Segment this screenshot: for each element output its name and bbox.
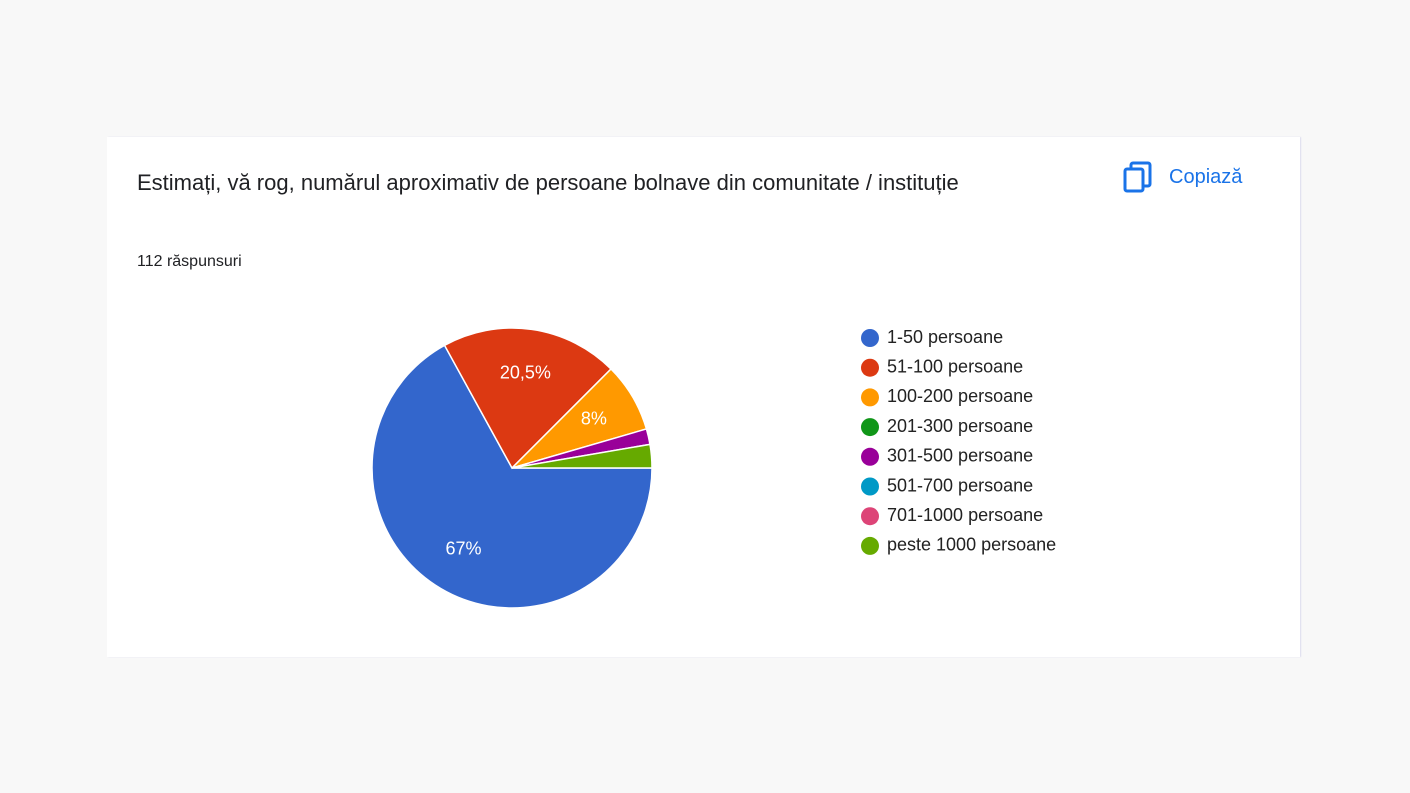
chart: 67% 20,5% 8% 1-50 persoane 51-100 persoane 10… (371, 327, 1056, 609)
copy-label: Copiază (1169, 165, 1243, 188)
data-label: 20,5% (500, 362, 551, 382)
legend-swatch (861, 507, 879, 526)
question-title: Estimați, vă rog, numărul aproximativ de… (137, 170, 959, 195)
legend-swatch (861, 447, 879, 466)
data-label: 67% (446, 539, 482, 559)
legend-swatch (861, 388, 879, 407)
response-count: 112 răspunsuri (137, 253, 242, 270)
card: Estimați, vă rog, numărul aproximativ de… (107, 137, 1300, 657)
legend-label: 201-300 persoane (887, 416, 1033, 436)
legend-label: 1-50 persoane (887, 327, 1003, 347)
legend-label: peste 1000 persoane (887, 535, 1056, 555)
legend-label: 301-500 persoane (887, 446, 1033, 466)
pie-slice (371, 344, 653, 609)
legend-swatch (861, 418, 879, 437)
pie-slice (443, 327, 613, 470)
legend-swatch (861, 358, 879, 377)
legend-label: 501-700 persoane (887, 475, 1033, 495)
copy-icon (1123, 161, 1152, 193)
legend-swatch (861, 477, 879, 496)
legend-swatch (861, 536, 879, 555)
data-label: 8% (581, 408, 607, 428)
copy-button[interactable]: Copiază (1123, 161, 1242, 193)
legend-label: 701-1000 persoane (887, 505, 1043, 525)
pie-slice (511, 443, 653, 469)
legend-label: 100-200 persoane (887, 386, 1033, 406)
legend-swatch (861, 329, 879, 347)
legend-label: 51-100 persoane (887, 356, 1023, 376)
